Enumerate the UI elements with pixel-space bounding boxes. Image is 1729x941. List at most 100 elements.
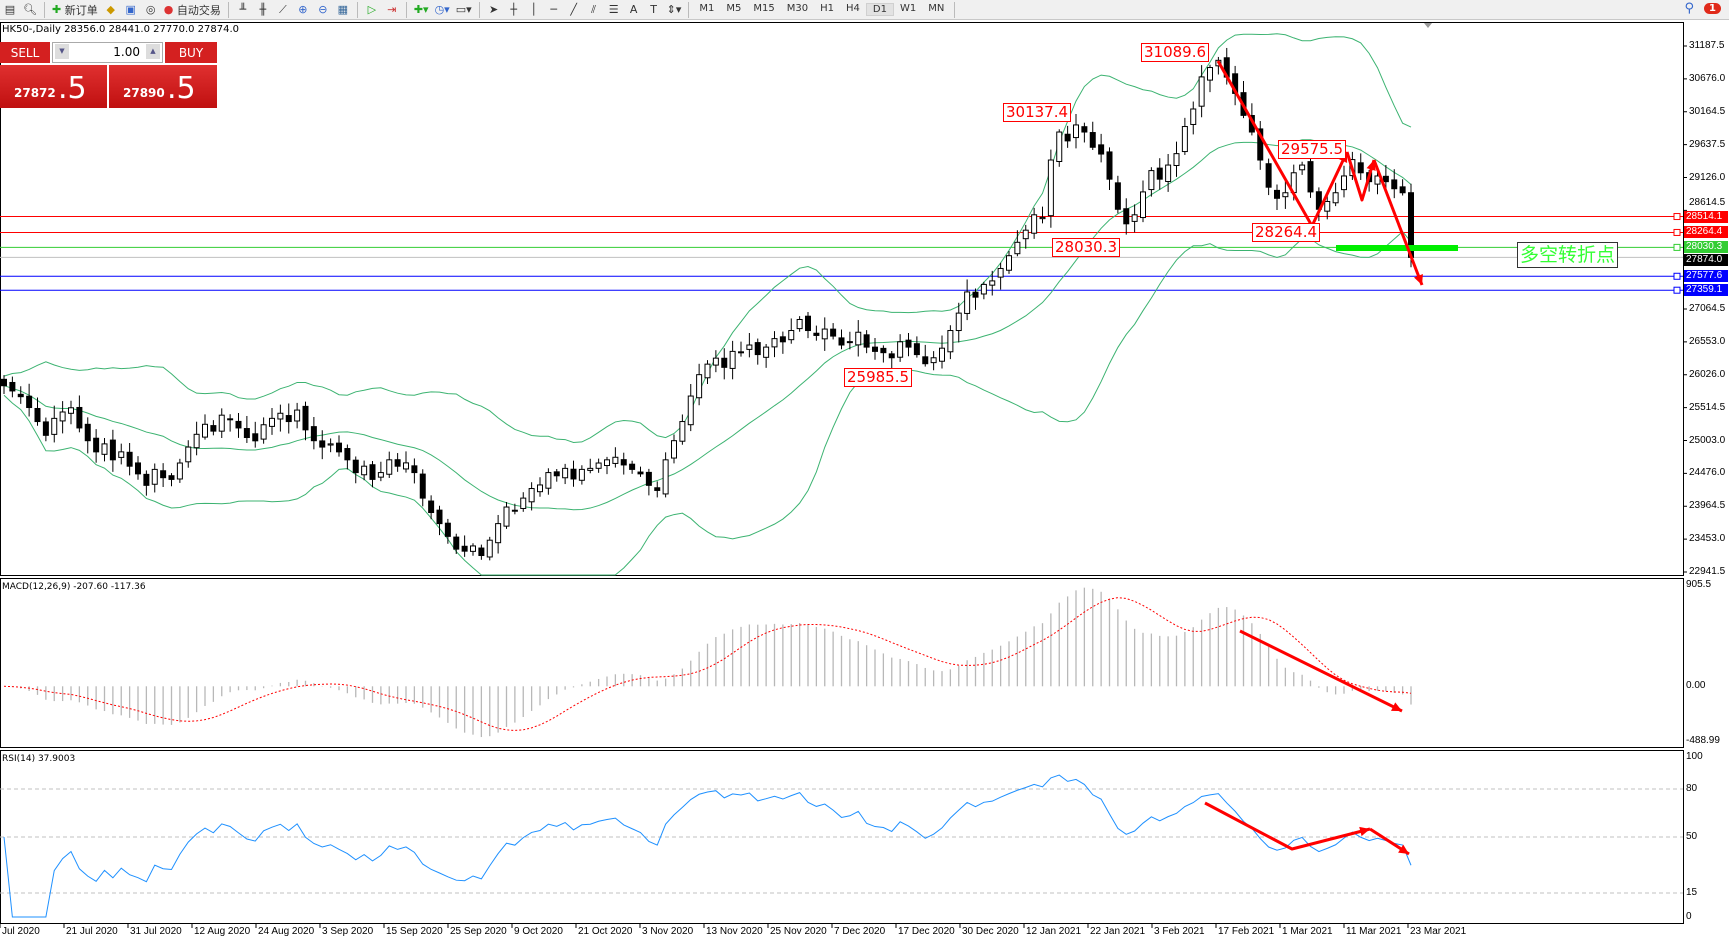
candle-bearish	[805, 315, 811, 332]
price-axis-label: 24476.0	[1689, 467, 1726, 479]
candle-bearish	[1089, 132, 1096, 148]
candle-bullish	[1073, 124, 1079, 139]
candle-bearish	[1098, 144, 1105, 155]
candle-bullish	[1374, 175, 1381, 185]
chart-shift-icon[interactable]: ⇥	[387, 3, 397, 16]
date-axis-label: 3 Nov 2020	[642, 926, 694, 937]
candle-bullish	[788, 330, 795, 341]
timeframe-m15[interactable]: M15	[753, 3, 775, 14]
channel-icon[interactable]: ⫽	[591, 2, 597, 16]
price-axis-label: 27064.5	[1689, 303, 1726, 314]
search-icon[interactable]: ⚲	[1684, 1, 1695, 16]
candle-bullish	[1022, 229, 1029, 240]
sell-button[interactable]: SELL	[0, 42, 50, 63]
candle-bullish	[1207, 67, 1213, 81]
horizontal-line-icon[interactable]: ─	[550, 3, 557, 16]
candle-bullish	[930, 357, 937, 364]
candle-bearish	[721, 357, 728, 368]
candle-bullish	[377, 472, 384, 478]
cursor-icon[interactable]: ➤	[489, 3, 499, 16]
annotation-29575[interactable]: 29575.5	[1278, 140, 1347, 159]
line-handle-icon	[1673, 213, 1681, 221]
vertical-line-icon[interactable]: │	[530, 3, 537, 16]
candle-bullish	[470, 545, 476, 552]
candle-bearish	[352, 459, 359, 474]
candle-bullish	[955, 312, 962, 332]
right-tools: ⚲ 1	[1684, 1, 1721, 16]
candle-bullish	[537, 484, 543, 493]
candle-bullish	[771, 338, 778, 348]
auto-scroll-icon[interactable]: ▷	[367, 3, 377, 16]
timeframe-mn[interactable]: MN	[928, 3, 945, 14]
lot-increase-button[interactable]: ▲	[146, 44, 160, 59]
text-label-icon[interactable]: T	[650, 3, 657, 16]
navigator-icon[interactable]: 🔍︎	[23, 3, 37, 16]
lot-size-input[interactable]: 1.00	[52, 42, 163, 63]
annotation-28030[interactable]: 28030.3	[1052, 238, 1121, 257]
chart-window-icon[interactable]: ▤	[4, 3, 16, 16]
candle-bearish	[880, 347, 887, 354]
date-axis-label: 17 Feb 2021	[1218, 926, 1275, 937]
new-order-button[interactable]: ✚ 新订单	[49, 1, 101, 19]
candle-bullish	[277, 412, 284, 420]
candle-bullish	[176, 462, 183, 480]
bollinger-middle-band	[3, 139, 1412, 511]
timeframe-d1[interactable]: D1	[865, 3, 894, 16]
indicators-icon[interactable]: ✚▾	[413, 3, 429, 16]
crosshair-icon[interactable]: ┼	[510, 3, 517, 16]
notifications-badge[interactable]: 1	[1704, 3, 1721, 14]
price-tag: 27359.1	[1684, 284, 1728, 297]
buy-button[interactable]: BUY	[165, 42, 217, 63]
timeframe-bar: M1 M5 M15 M30 H1 H4 D1 W1 MN	[693, 3, 950, 16]
buy-price-box[interactable]: 27890 .5	[109, 65, 217, 108]
candle-bullish	[1165, 164, 1172, 182]
candle-bearish	[511, 509, 518, 512]
candle-bearish	[1257, 128, 1264, 161]
signals-icon[interactable]: ◎	[145, 3, 156, 16]
annotation-28264[interactable]: 28264.4	[1252, 223, 1321, 242]
date-axis-label: 31 Jul 2020	[130, 926, 182, 937]
annotation-high[interactable]: 31089.6	[1141, 43, 1210, 62]
timeframe-m5[interactable]: M5	[726, 3, 742, 14]
tile-windows-icon[interactable]: ▦	[337, 3, 349, 16]
timeframe-m1[interactable]: M1	[699, 3, 715, 14]
timeframe-h1[interactable]: H1	[820, 3, 834, 14]
rsi-trend-arrow-down-head-icon	[1398, 844, 1409, 854]
line-chart-icon[interactable]: ⟋	[278, 2, 287, 16]
auto-trading-button[interactable]: ● 自动交易	[161, 1, 224, 19]
price-axis-label: 29637.5	[1689, 138, 1726, 150]
candle-bullish	[562, 467, 569, 479]
candle-bullish	[403, 462, 409, 470]
candle-bearish	[1106, 151, 1113, 180]
history-center-icon[interactable]: ◆	[106, 3, 115, 16]
timeframe-w1[interactable]: W1	[899, 3, 917, 14]
templates-icon[interactable]: ▭▾	[455, 3, 472, 16]
candle-bearish	[369, 464, 376, 480]
timeframe-h4[interactable]: H4	[845, 3, 860, 14]
bar-chart-icon[interactable]: ╨	[239, 3, 247, 16]
annotation-25985[interactable]: 25985.5	[844, 368, 913, 387]
candle-bullish	[1006, 255, 1012, 271]
candlestick-icon[interactable]: ╫	[259, 3, 267, 16]
candle-bullish	[503, 506, 510, 527]
sell-price-box[interactable]: 27872 .5	[0, 65, 107, 108]
macd-axis-label: -488.99	[1686, 735, 1720, 746]
bid-price: 27872	[14, 86, 56, 100]
zoom-out-icon[interactable]: ⊖	[318, 3, 328, 16]
text-icon[interactable]: A	[629, 3, 638, 16]
terminal-icon[interactable]: ▣	[125, 3, 136, 16]
zoom-in-icon[interactable]: ⊕	[298, 3, 308, 16]
fibonacci-icon[interactable]: ☰	[608, 3, 619, 16]
timeframe-m30[interactable]: M30	[786, 3, 809, 14]
trendline-icon[interactable]: ╱	[570, 3, 577, 16]
arrows-icon[interactable]: ⇕▾	[666, 3, 682, 16]
lot-decrease-button[interactable]: ▼	[55, 44, 69, 59]
date-axis-label: 21 Oct 2020	[578, 926, 633, 937]
annotation-30137[interactable]: 30137.4	[1003, 103, 1072, 122]
periods-icon[interactable]: ◷▾	[434, 3, 450, 16]
candle-bearish	[654, 487, 661, 491]
candle-bullish	[1332, 192, 1339, 204]
candle-bearish	[34, 407, 41, 423]
turning-point-label[interactable]: 多空转折点	[1517, 242, 1619, 268]
